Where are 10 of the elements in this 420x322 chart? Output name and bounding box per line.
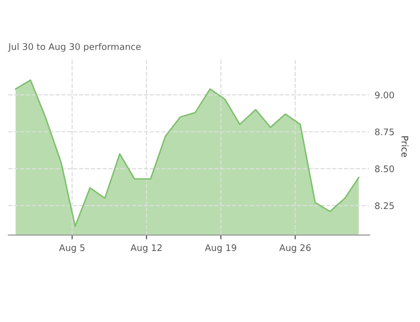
- x-tick-label: Aug 19: [204, 244, 236, 253]
- x-tick-label: Aug 12: [130, 244, 162, 253]
- y-tick-label: 8.50: [375, 165, 394, 172]
- chart-title: Jul 30 to Aug 30 performance: [8, 43, 141, 52]
- y-axis-title: Price: [401, 136, 408, 158]
- y-tick-label: 9.00: [375, 92, 394, 98]
- y-tick-label: 8.25: [375, 202, 394, 210]
- x-tick-label: Aug 5: [59, 244, 84, 253]
- x-tick-label: Aug 26: [279, 244, 311, 253]
- y-tick-label: 8.75: [375, 128, 394, 136]
